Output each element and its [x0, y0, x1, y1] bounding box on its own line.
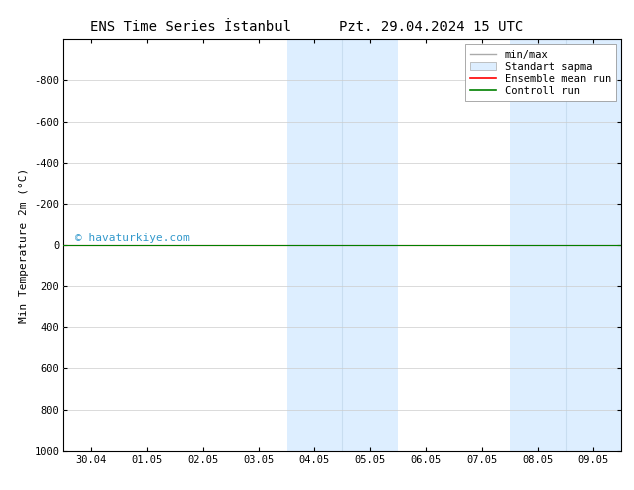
- Text: Pzt. 29.04.2024 15 UTC: Pzt. 29.04.2024 15 UTC: [339, 20, 523, 34]
- Text: ENS Time Series İstanbul: ENS Time Series İstanbul: [89, 20, 291, 34]
- Y-axis label: Min Temperature 2m (°C): Min Temperature 2m (°C): [18, 168, 29, 322]
- Bar: [510, 39, 621, 451]
- Legend: min/max, Standart sapma, Ensemble mean run, Controll run: min/max, Standart sapma, Ensemble mean r…: [465, 45, 616, 101]
- Bar: [287, 39, 398, 451]
- Text: © havaturkiye.com: © havaturkiye.com: [75, 233, 190, 243]
